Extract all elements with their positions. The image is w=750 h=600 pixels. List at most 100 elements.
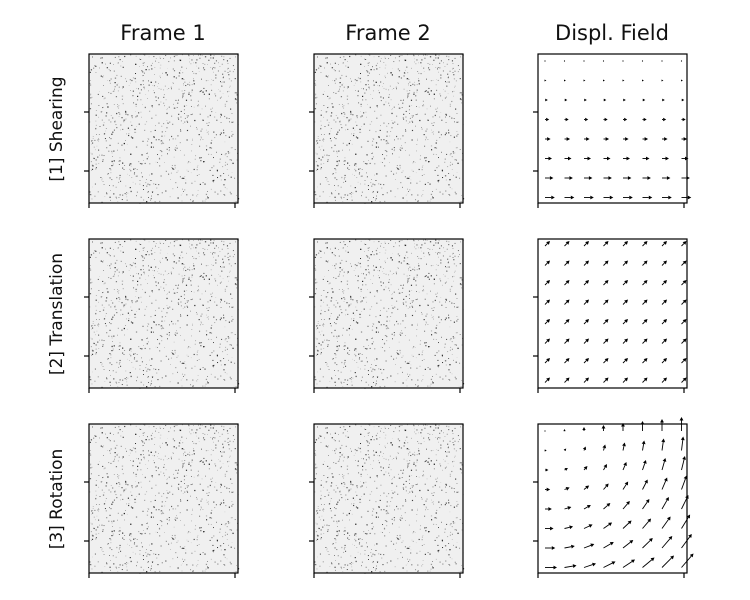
- particle: [379, 386, 381, 388]
- particle: [114, 306, 116, 308]
- particle: [432, 131, 434, 133]
- particle: [173, 156, 175, 158]
- particle: [198, 474, 199, 475]
- particle: [166, 482, 168, 485]
- particle: [355, 153, 357, 155]
- particle: [320, 124, 322, 126]
- particle: [89, 82, 91, 85]
- particle: [314, 378, 316, 380]
- particle: [360, 258, 362, 260]
- particle: [130, 348, 132, 350]
- particle: [130, 523, 132, 525]
- particle: [100, 75, 102, 77]
- particle: [380, 60, 382, 62]
- particle: [147, 376, 149, 377]
- particle: [408, 154, 410, 156]
- particle: [176, 515, 177, 517]
- particle: [191, 514, 193, 515]
- particle: [226, 188, 228, 190]
- particle: [437, 180, 439, 182]
- particle: [175, 552, 177, 554]
- vector-arrow: [642, 98, 646, 102]
- particle: [203, 254, 206, 256]
- particle: [406, 78, 409, 80]
- particle: [382, 154, 384, 156]
- particle: [168, 291, 170, 293]
- particle: [158, 104, 160, 106]
- particle: [428, 67, 430, 69]
- particle: [91, 170, 93, 171]
- particle: [147, 156, 149, 158]
- particle: [455, 265, 457, 267]
- particle: [136, 496, 138, 497]
- particle: [124, 350, 126, 351]
- particle: [108, 277, 110, 279]
- particle: [144, 129, 146, 131]
- particle: [147, 152, 148, 153]
- particle: [444, 531, 446, 533]
- particle: [110, 172, 112, 174]
- particle: [120, 445, 122, 447]
- particle: [148, 69, 150, 71]
- particle: [420, 155, 422, 157]
- particle: [366, 154, 367, 156]
- particle: [116, 259, 118, 262]
- particle: [203, 67, 205, 69]
- particle: [448, 132, 450, 134]
- particle: [355, 136, 357, 138]
- particle: [194, 343, 196, 345]
- particle: [368, 271, 370, 273]
- particle: [119, 547, 121, 548]
- particle: [148, 56, 150, 58]
- particle: [96, 515, 98, 517]
- particle: [354, 129, 356, 131]
- particle: [211, 296, 213, 298]
- particle: [136, 191, 138, 193]
- particle: [129, 129, 131, 131]
- particle: [428, 69, 431, 71]
- particle: [115, 186, 117, 188]
- particle: [320, 72, 322, 73]
- particle: [149, 184, 151, 186]
- particle: [459, 69, 460, 70]
- particle: [340, 466, 343, 468]
- particle: [122, 537, 124, 539]
- particle: [321, 134, 322, 135]
- particle: [95, 490, 97, 492]
- particle: [336, 335, 338, 337]
- particle: [199, 183, 201, 185]
- particle: [207, 561, 208, 562]
- particle: [331, 377, 333, 379]
- particle: [356, 177, 358, 178]
- particle: [173, 169, 175, 170]
- particle: [214, 278, 216, 280]
- particle: [450, 320, 452, 322]
- particle: [223, 194, 225, 195]
- particle: [122, 162, 124, 164]
- particle: [416, 291, 417, 292]
- particle: [188, 93, 190, 95]
- particle: [200, 157, 202, 158]
- particle: [93, 342, 95, 344]
- particle: [192, 200, 194, 202]
- particle: [223, 564, 225, 565]
- particle: [135, 81, 137, 83]
- particle: [417, 71, 419, 72]
- particle: [384, 241, 386, 243]
- particle: [444, 66, 446, 67]
- particle: [335, 263, 337, 265]
- particle: [110, 300, 112, 301]
- particle: [400, 77, 403, 79]
- particle: [347, 66, 349, 68]
- particle: [395, 242, 396, 244]
- particle: [179, 244, 181, 246]
- particle: [226, 470, 228, 473]
- particle: [95, 110, 97, 111]
- particle: [129, 545, 130, 546]
- particle: [436, 89, 438, 91]
- particle: [201, 128, 203, 130]
- particle: [205, 193, 208, 196]
- particle: [154, 277, 155, 279]
- particle: [170, 542, 172, 544]
- particle: [322, 324, 324, 326]
